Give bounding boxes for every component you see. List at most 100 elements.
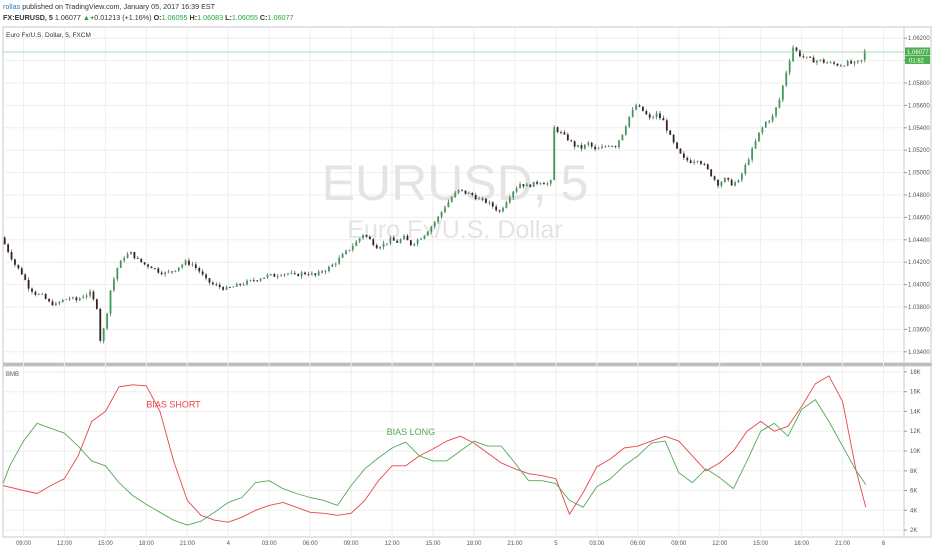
candle-body <box>191 264 194 266</box>
candle-body <box>706 164 709 170</box>
bias-short-line <box>2 375 867 523</box>
candle-body <box>857 60 859 63</box>
candle-body <box>61 299 64 303</box>
candle-body <box>809 56 812 58</box>
candle-body <box>812 57 815 63</box>
candle-body <box>696 161 699 162</box>
candle-body <box>355 241 358 247</box>
x-tick-label: 4 <box>227 541 231 547</box>
candle-body <box>669 130 672 135</box>
candle-body <box>505 202 508 208</box>
candle-body <box>386 243 388 245</box>
candle-body <box>720 182 723 186</box>
price-tick-label: 1.03400 <box>908 350 930 356</box>
candle-body <box>430 226 433 232</box>
candle-body <box>44 293 47 299</box>
candle-body <box>130 251 132 255</box>
candle-body <box>624 126 627 135</box>
candle-body <box>461 189 463 191</box>
candle-body <box>310 273 313 275</box>
candle-body <box>512 191 515 198</box>
candle-body <box>65 299 68 301</box>
candle-body <box>481 198 484 200</box>
candle-body <box>229 287 231 288</box>
candle-body <box>710 169 713 177</box>
candle-body <box>341 254 344 258</box>
candle-body <box>420 238 422 240</box>
candle-body <box>543 183 545 185</box>
x-tick-label: 18:00 <box>794 541 810 547</box>
candle-body <box>201 271 204 275</box>
candle-body <box>761 127 764 133</box>
price-tick-label: 1.05000 <box>908 171 930 177</box>
candle-body <box>843 65 846 67</box>
candle-body <box>546 183 549 185</box>
x-tick-label: 5 <box>554 541 558 547</box>
candle-body <box>399 239 402 243</box>
price-tick-label: 1.05600 <box>908 103 930 109</box>
candle-body <box>140 258 143 263</box>
candle-body <box>365 234 368 237</box>
candle-body <box>174 270 177 272</box>
candle-body <box>389 237 392 244</box>
close-value: 1.06077 <box>267 13 294 22</box>
candle-body <box>734 182 736 186</box>
candle-body <box>379 247 382 249</box>
candle-body <box>143 262 146 265</box>
x-tick-label: 21:00 <box>835 541 851 547</box>
candle-body <box>82 296 85 299</box>
open-label: O: <box>153 13 162 22</box>
candle-body <box>829 62 832 64</box>
candle-body <box>751 148 754 160</box>
price-tick-label: 1.05200 <box>908 148 930 154</box>
candle-body <box>246 280 248 285</box>
candle-body <box>689 160 692 163</box>
symbol-label: FX:EURUSD, 5 <box>3 13 53 22</box>
high-label: H: <box>189 13 198 22</box>
candle-body <box>345 250 347 255</box>
candle-body <box>147 264 149 267</box>
candle-body <box>590 142 593 147</box>
candle-body <box>423 235 426 239</box>
candle-body <box>583 144 586 149</box>
candle-body <box>744 164 747 174</box>
candle-body <box>638 105 641 107</box>
candle-body <box>194 264 197 268</box>
candle-body <box>324 270 327 272</box>
candle-body <box>270 274 272 275</box>
candle-body <box>14 259 16 265</box>
candle-body <box>171 271 173 273</box>
published-text: published on TradingView.com, January 05… <box>22 2 216 11</box>
indicator-pane-title: BMB <box>6 372 19 378</box>
candle-body <box>348 249 351 251</box>
candle-body <box>68 298 71 300</box>
candle-body <box>860 59 863 61</box>
candle-body <box>188 260 190 265</box>
candle-body <box>403 235 405 240</box>
candle-body <box>266 274 269 278</box>
indicator-tick-label: 10K <box>910 449 921 455</box>
watermark-symbol: EURUSD, 5 <box>322 155 589 211</box>
indicator-tick-label: 14K <box>910 409 921 415</box>
candle-body <box>577 145 579 147</box>
candle-body <box>652 117 655 118</box>
candle-body <box>672 134 675 143</box>
candle-body <box>467 192 470 194</box>
candle-body <box>488 202 491 204</box>
x-tick-label: 15:00 <box>98 541 114 547</box>
x-tick-label: 06:00 <box>630 541 646 547</box>
x-tick-label: 18:00 <box>466 541 482 547</box>
candle-body <box>10 252 13 260</box>
candle-body <box>362 234 364 239</box>
price-tick-label: 1.06200 <box>908 36 930 42</box>
candle-body <box>276 275 279 277</box>
candle-body <box>78 298 81 301</box>
candle-body <box>300 272 303 277</box>
candle-body <box>123 257 126 261</box>
candle-body <box>594 146 597 150</box>
candle-body <box>454 192 457 198</box>
indicator-tick-label: 6K <box>910 489 917 495</box>
author-link[interactable]: rollas <box>3 2 21 11</box>
x-tick-label: 18:00 <box>139 541 155 547</box>
